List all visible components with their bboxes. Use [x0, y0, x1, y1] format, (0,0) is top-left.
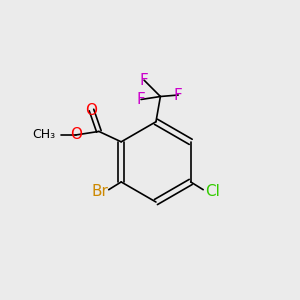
Text: O: O — [70, 128, 82, 142]
Text: F: F — [140, 73, 148, 88]
Text: CH₃: CH₃ — [32, 128, 56, 142]
Text: F: F — [137, 92, 146, 107]
Text: F: F — [174, 88, 183, 103]
Text: O: O — [85, 103, 98, 118]
Text: Cl: Cl — [205, 184, 220, 199]
Text: Br: Br — [92, 184, 109, 199]
